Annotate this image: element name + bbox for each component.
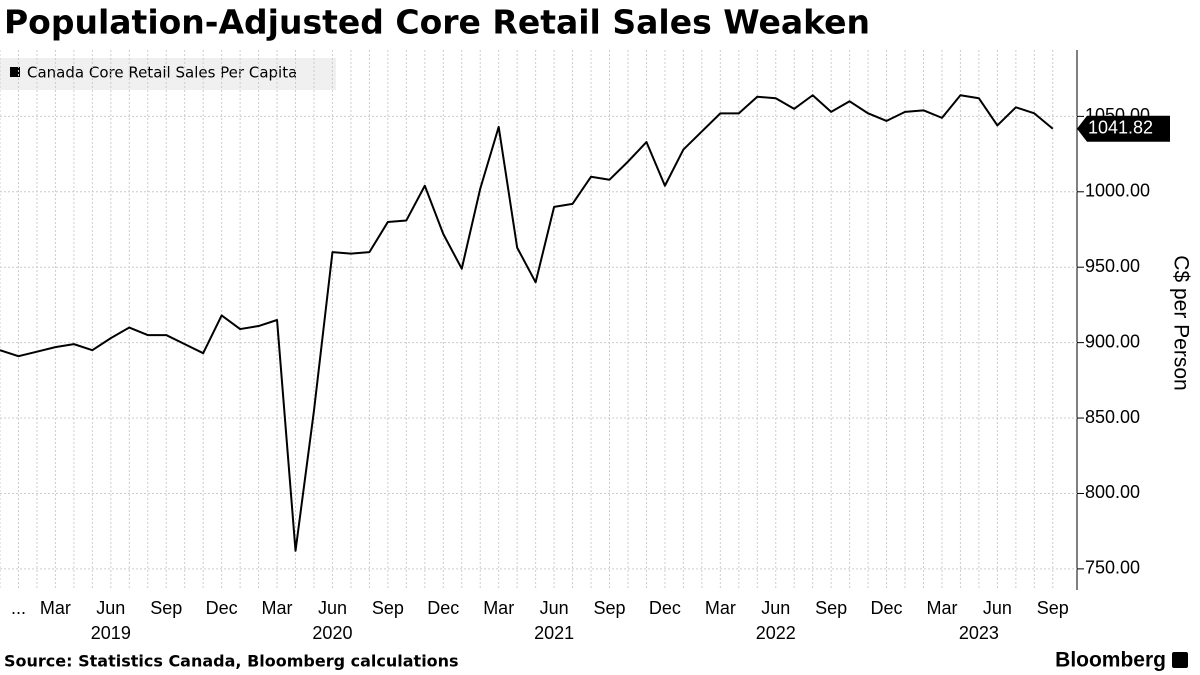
last-value-label: 1041.82 bbox=[1088, 117, 1153, 137]
legend-box bbox=[0, 58, 336, 90]
x-tick-label: Sep bbox=[593, 598, 625, 618]
y-tick-label: 800.00 bbox=[1085, 482, 1140, 502]
y-tick-label: 750.00 bbox=[1085, 558, 1140, 578]
x-tick-label: Mar bbox=[705, 598, 736, 618]
x-tick-label: Jun bbox=[96, 598, 125, 618]
x-year-label: 2023 bbox=[959, 623, 999, 643]
source: Source: Statistics Canada, Bloomberg cal… bbox=[4, 652, 459, 671]
x-tick-label: Sep bbox=[150, 598, 182, 618]
y-tick-label: 1000.00 bbox=[1085, 181, 1150, 201]
chart-title: Population-Adjusted Core Retail Sales We… bbox=[4, 3, 870, 42]
x-tick-label: Mar bbox=[926, 598, 957, 618]
x-tick-label: Sep bbox=[372, 598, 404, 618]
x-tick-label: Dec bbox=[206, 598, 238, 618]
x-tick-label: Dec bbox=[871, 598, 903, 618]
x-tick-label: ... bbox=[11, 598, 26, 618]
x-tick-label: Dec bbox=[649, 598, 681, 618]
brand-icon bbox=[1172, 652, 1188, 668]
y-tick-label: 950.00 bbox=[1085, 256, 1140, 276]
legend-label: Canada Core Retail Sales Per Capita bbox=[27, 64, 297, 82]
y-axis-label: C$ per Person bbox=[1169, 255, 1192, 390]
x-tick-label: Dec bbox=[427, 598, 459, 618]
x-year-label: 2022 bbox=[756, 623, 796, 643]
x-year-label: 2019 bbox=[91, 623, 131, 643]
x-tick-label: Jun bbox=[983, 598, 1012, 618]
line-series bbox=[0, 94, 1054, 552]
x-tick-label: Jun bbox=[318, 598, 347, 618]
x-tick-label: Sep bbox=[815, 598, 847, 618]
x-tick-label: Mar bbox=[483, 598, 514, 618]
x-tick-label: Jun bbox=[761, 598, 790, 618]
x-tick-label: Jun bbox=[540, 598, 569, 618]
x-year-label: 2020 bbox=[312, 623, 352, 643]
x-tick-label: Sep bbox=[1037, 598, 1069, 618]
brand: Bloomberg bbox=[1055, 649, 1166, 672]
x-tick-label: Mar bbox=[262, 598, 293, 618]
x-tick-label: Mar bbox=[40, 598, 71, 618]
y-tick-label: 850.00 bbox=[1085, 407, 1140, 427]
y-tick-label: 900.00 bbox=[1085, 331, 1140, 351]
legend-swatch bbox=[10, 67, 20, 77]
x-year-label: 2021 bbox=[534, 623, 574, 643]
last-value-tag bbox=[1077, 115, 1170, 142]
